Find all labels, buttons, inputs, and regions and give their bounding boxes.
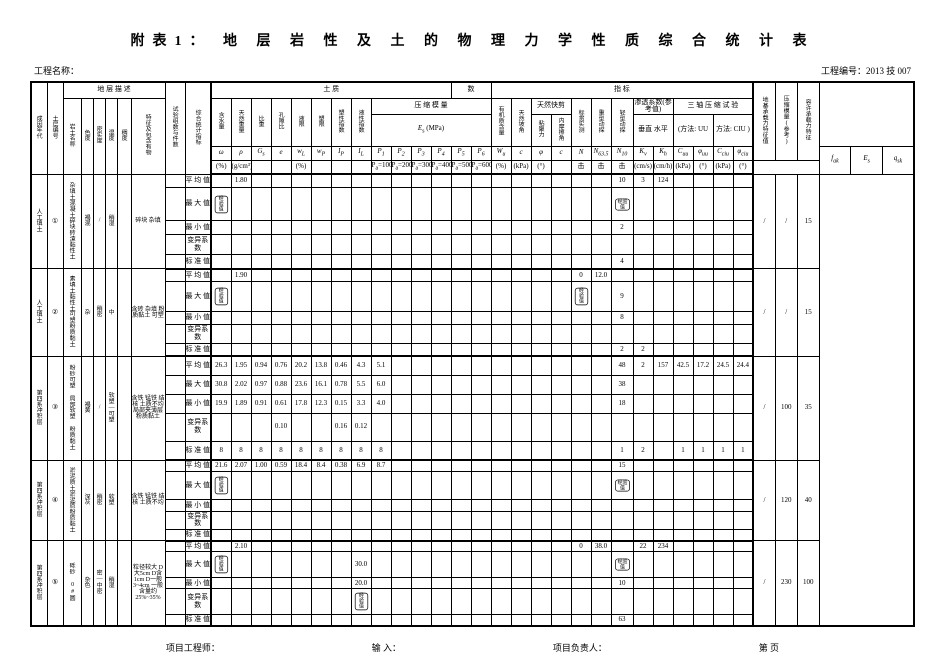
sig-engineer: 项目工程师：	[166, 641, 220, 654]
project-no: 工程编号：2013 技 007	[821, 64, 911, 77]
sig-manager: 项目负责人：	[553, 641, 607, 654]
header-row-1: 成因年代 土层编号 地 层 描 述 试验组数与件数 综合统计指标 土 质 数 指…	[31, 82, 914, 98]
footer-sign-row: 项目工程师： 输 入： 项目负责人： 第 页	[30, 641, 915, 654]
table-row: 人工填土①杂填土混凝土碎块砖渣黏性土褐混/稍湿碎块 杂填平 均 值1.80103…	[31, 174, 914, 188]
meta-row: 工程名称： 工程编号：2013 技 007	[30, 64, 915, 77]
table-row: 第四系冲积层④淤泥质土淤泥质粉质黏土深灰稍密软塑含铁 锰铁 结核 土质不均平 均…	[31, 460, 914, 472]
table-row: 第四系冲积层③粉砂可塑 局部软塑 粉质黏土褐黄/软塑—可塑含铁 锰铁 结核 土质…	[31, 356, 914, 375]
project-name-label: 工程名称：	[34, 64, 79, 77]
sig-input: 输 入：	[372, 641, 401, 654]
sig-page: 第 页	[759, 641, 779, 654]
stats-table: 成因年代 土层编号 地 层 描 述 试验组数与件数 综合统计指标 土 质 数 指…	[30, 81, 915, 627]
table-row: 人工填土②素填土黏性土可塑粉质黏土杂稍密中含砖 杂填 粉质黏土 可塑平 均 值1…	[31, 269, 914, 282]
page-title: 附表1： 地 层 岩 性 及 土 的 物 理 力 学 性 质 综 合 统 计 表	[30, 30, 915, 50]
page: 附表1： 地 层 岩 性 及 土 的 物 理 力 学 性 质 综 合 统 计 表…	[0, 0, 945, 669]
table-row: 第四系冲积层⑤砾砂 0#圆杂色密—中密稍湿粒径较大 D大5cm D含1cm D一…	[31, 541, 914, 552]
